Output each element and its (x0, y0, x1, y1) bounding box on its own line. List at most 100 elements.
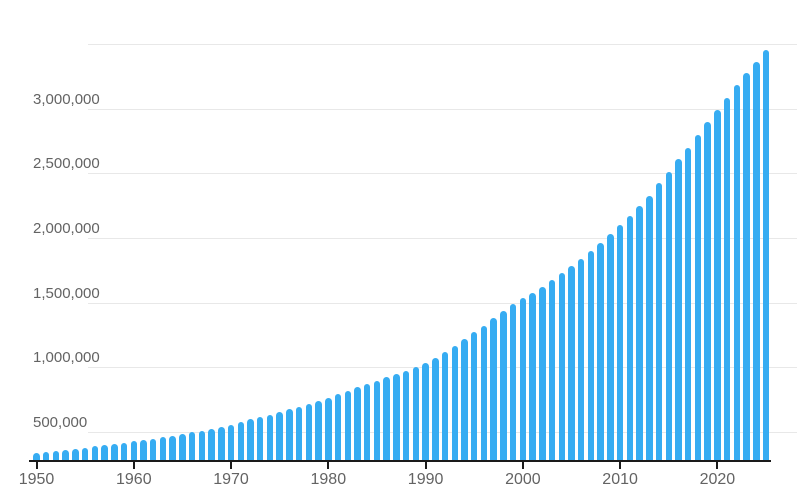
bar-1960[interactable] (130, 441, 138, 460)
bar-1983[interactable] (354, 387, 361, 460)
x-tick-2010 (619, 461, 622, 469)
bar-1986[interactable] (383, 377, 390, 460)
bar-1980[interactable] (325, 397, 332, 460)
y-axis-label-500000: 500,000 (33, 414, 88, 431)
bar-2003[interactable] (548, 280, 556, 460)
gridline-3000000 (88, 108, 797, 110)
bar-1958[interactable] (111, 444, 118, 460)
bar-1965[interactable] (179, 434, 186, 460)
bar-1969[interactable] (218, 426, 225, 460)
y-axis-label-1000000: 1,000,000 (33, 349, 100, 367)
y-axis-label-2000000: 2,000,000 (33, 220, 100, 237)
bar-1978[interactable] (305, 404, 313, 460)
bar-2018[interactable] (694, 134, 702, 460)
x-axis-line (29, 459, 771, 462)
bar-2023[interactable] (743, 73, 750, 460)
bar-2005[interactable] (568, 266, 575, 460)
bar-2008[interactable] (597, 242, 604, 460)
bar-1974[interactable] (266, 414, 274, 460)
bar-1987[interactable] (393, 374, 400, 460)
bar-1992[interactable] (441, 352, 449, 460)
bar-2013[interactable] (646, 195, 653, 460)
bar-1966[interactable] (188, 432, 196, 460)
bar-1951[interactable] (42, 451, 50, 460)
bar-2010[interactable] (616, 225, 624, 460)
bar-1994[interactable] (461, 339, 468, 460)
bar-1953[interactable] (62, 449, 69, 460)
bar-1959[interactable] (120, 443, 128, 460)
bar-1955[interactable] (81, 447, 89, 460)
bar-1956[interactable] (91, 446, 99, 460)
bar-1964[interactable] (169, 435, 176, 460)
bar-1989[interactable] (412, 367, 420, 460)
bar-1972[interactable] (247, 419, 254, 460)
bar-1954[interactable] (72, 448, 79, 460)
bar-2022[interactable] (733, 85, 741, 460)
gridline-3500000 (88, 44, 797, 45)
bar-1963[interactable] (159, 436, 167, 460)
x-tick-1960 (132, 461, 135, 469)
bar-1988[interactable] (402, 370, 410, 460)
bar-1981[interactable] (334, 394, 342, 460)
bar-2015[interactable] (665, 172, 673, 460)
x-tick-2000 (521, 461, 524, 469)
bar-1998[interactable] (500, 311, 507, 460)
x-axis-label-1990: 1990 (407, 471, 444, 488)
bar-1993[interactable] (451, 345, 459, 460)
bar-1967[interactable] (198, 430, 206, 460)
bar-1961[interactable] (140, 440, 147, 460)
x-axis-label-1980: 1980 (310, 471, 347, 488)
gridline-2500000 (88, 173, 797, 175)
bar-1984[interactable] (363, 384, 371, 460)
bar-2000[interactable] (519, 298, 527, 460)
bar-1977[interactable] (295, 406, 303, 460)
y-axis-label-2500000: 2,500,000 (33, 155, 100, 173)
bar-2004[interactable] (558, 273, 566, 460)
bar-2016[interactable] (675, 159, 682, 460)
x-tick-1950 (35, 461, 38, 469)
bar-1991[interactable] (432, 357, 439, 460)
bar-1997[interactable] (490, 318, 497, 460)
bar-1975[interactable] (276, 412, 283, 460)
bar-2014[interactable] (655, 183, 663, 460)
bar-2011[interactable] (626, 215, 634, 460)
bar-1971[interactable] (237, 422, 245, 460)
bar-1995[interactable] (470, 332, 478, 460)
x-tick-1970 (230, 461, 232, 469)
bar-2012[interactable] (636, 205, 643, 460)
bar-2009[interactable] (607, 234, 614, 460)
bar-2006[interactable] (577, 258, 585, 460)
bar-1952[interactable] (52, 450, 60, 460)
bar-1957[interactable] (101, 445, 108, 460)
bar-2002[interactable] (539, 286, 546, 460)
bar-1962[interactable] (149, 438, 157, 460)
bar-1976[interactable] (286, 409, 293, 460)
bar-1950[interactable] (33, 453, 40, 460)
bar-1999[interactable] (509, 304, 517, 460)
bar-1973[interactable] (256, 417, 264, 460)
x-axis-label-1950: 1950 (18, 471, 55, 488)
bar-2017[interactable] (684, 147, 692, 460)
bar-2024[interactable] (753, 62, 760, 460)
x-axis-label-1960: 1960 (116, 471, 152, 488)
bar-1985[interactable] (373, 380, 381, 460)
bar-1968[interactable] (208, 428, 215, 460)
x-axis-label-2020: 2020 (699, 471, 736, 488)
bar-2019[interactable] (704, 122, 711, 460)
x-tick-1990 (424, 461, 427, 469)
bar-2025[interactable] (762, 50, 770, 460)
y-axis-label-1500000: 1,500,000 (33, 284, 100, 302)
bar-1970[interactable] (227, 424, 235, 460)
bar-1990[interactable] (422, 363, 429, 460)
x-axis-label-2010: 2010 (602, 471, 638, 488)
x-axis-label-2000: 2000 (505, 471, 541, 488)
bar-2001[interactable] (529, 292, 536, 460)
bar-2020[interactable] (714, 110, 721, 460)
bar-1996[interactable] (480, 325, 488, 460)
bar-1979[interactable] (315, 400, 322, 460)
bar-2007[interactable] (587, 250, 595, 460)
bar-2021[interactable] (723, 97, 731, 460)
bar-1982[interactable] (344, 390, 352, 460)
y-axis-label-3000000: 3,000,000 (33, 90, 100, 108)
